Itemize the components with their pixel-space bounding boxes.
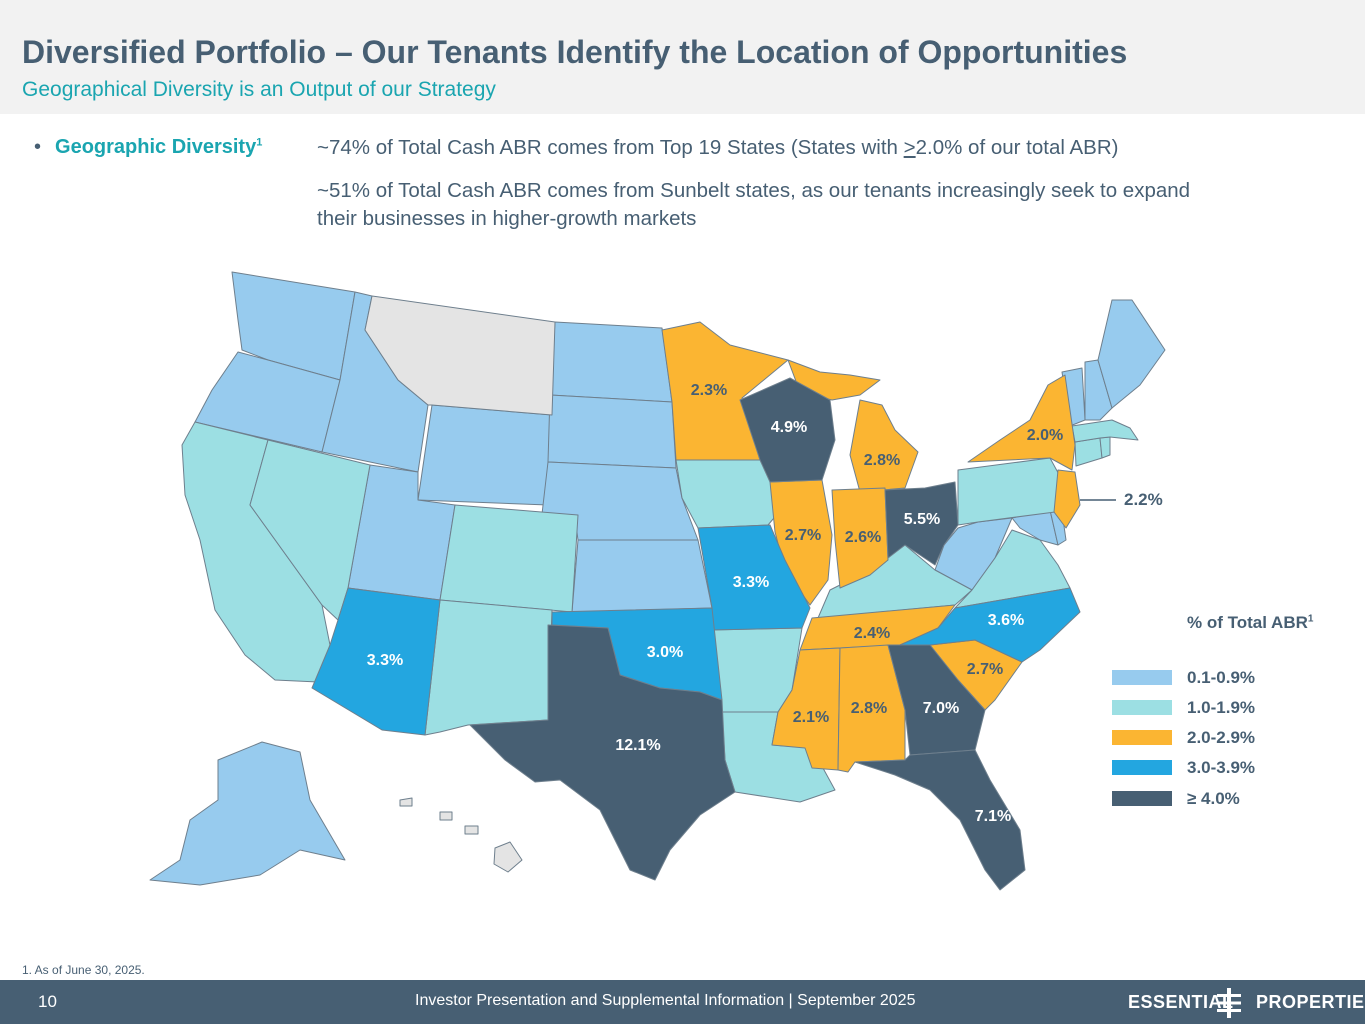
state-kansas [571,539,713,613]
statement-top-states: ~74% of Total Cash ABR comes from Top 19… [317,136,1119,159]
state-florida [854,749,1026,891]
label-florida: 7.1% [975,808,1011,825]
state-new-york [967,374,1076,471]
label-minnesota: 2.3% [691,382,727,399]
bullet-footnote-mark: 1 [256,136,263,149]
label-illinois: 2.7% [785,527,821,544]
label-tennessee: 2.4% [854,625,890,642]
legend-label-5: ≥ 4.0% [1187,789,1240,808]
state-north-dakota [549,321,673,403]
footer-text: Investor Presentation and Supplemental I… [415,992,916,1009]
legend-label-1: 0.1-0.9% [1187,668,1256,687]
legend-swatch-5 [1112,791,1172,806]
bullet-geographic-diversity: • Geographic Diversity1 [34,136,262,159]
state-arizona [311,587,441,736]
page-number: 10 [38,992,57,1011]
state-georgia [887,644,986,756]
state-massachusetts [1071,419,1139,443]
state-wisconsin [739,377,836,483]
state-montana [364,295,556,416]
state-rhode-island [1099,436,1111,459]
state-indiana [831,487,889,589]
label-arizona: 3.3% [367,652,403,669]
label-wisconsin: 4.9% [771,419,807,436]
state-new-mexico [424,599,553,736]
label-new-york: 2.0% [1027,427,1063,444]
label-north-carolina: 3.6% [988,612,1024,629]
state-north-carolina [899,587,1081,663]
state-minnesota [661,321,789,461]
logo-word-left: ESSENTIAL [1128,992,1234,1012]
state-alaska [149,741,346,886]
label-ohio: 5.5% [904,511,940,528]
label-indiana: 2.6% [845,529,881,546]
label-texas: 12.1% [615,737,660,754]
legend-swatch-4 [1112,760,1172,775]
state-connecticut [1074,437,1103,467]
state-hawaii-islands [399,797,479,835]
label-mississippi: 2.1% [793,709,829,726]
label-missouri: 3.3% [733,574,769,591]
state-south-dakota [547,394,677,469]
legend-label-4: 3.0-3.9% [1187,758,1256,777]
page-subtitle: Geographical Diversity is an Output of o… [22,78,496,101]
us-states-map: 12.1% 7.1% 7.0% 5.5% 4.9% 3.6% 3.3% 3.3%… [149,271,1166,891]
state-illinois [769,479,833,606]
state-michigan-lower [849,399,919,493]
legend-label-3: 2.0-2.9% [1187,728,1256,747]
state-new-hampshire [1084,359,1113,421]
page-title: Diversified Portfolio – Our Tenants Iden… [22,34,1128,70]
logo-mark-icon [1217,988,1241,1018]
bullet-marker: • [34,136,42,158]
label-oklahoma: 3.0% [647,644,683,661]
label-alabama: 2.8% [851,700,887,717]
legend-label-2: 1.0-1.9% [1187,698,1256,717]
state-new-jersey [1053,469,1081,529]
legend-title: % of Total ABR1 [1187,613,1314,632]
bullet-label-text: Geographic Diversity [55,136,257,158]
legend-swatch-1 [1112,670,1172,685]
state-maine [1097,299,1166,409]
legend-swatch-2 [1112,700,1172,715]
footer-bar: 10 Investor Presentation and Supplementa… [0,980,1365,1024]
company-logo: ESSENTIAL PROPERTIES [1128,988,1365,1018]
state-colorado [439,504,579,613]
header-bar: Diversified Portfolio – Our Tenants Iden… [0,0,1365,114]
label-new-jersey: 2.2% [1124,490,1163,509]
label-georgia: 7.0% [923,700,959,717]
statement-sunbelt: ~51% of Total Cash ABR comes from Sunbel… [317,179,1191,230]
state-wyoming [417,404,553,506]
state-texas [469,624,736,881]
label-michigan: 2.8% [864,452,900,469]
footnote: 1. As of June 30, 2025. [22,963,145,977]
logo-word-right: PROPERTIES [1256,992,1365,1012]
label-south-carolina: 2.7% [967,661,1003,678]
state-ohio [884,481,959,566]
legend-swatch-3 [1112,730,1172,745]
state-hawaii [493,841,523,873]
